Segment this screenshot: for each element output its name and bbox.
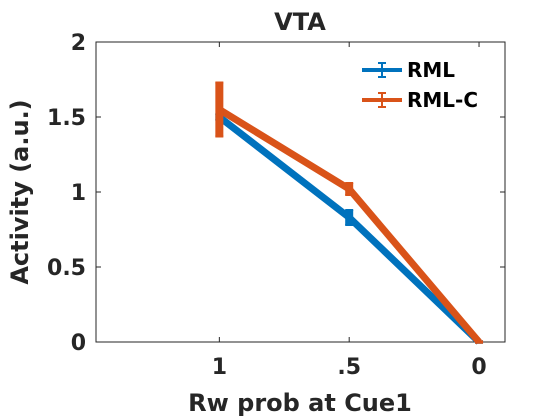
legend-label-rml-c: RML-C	[407, 88, 478, 112]
x-axis: 1.5 0	[212, 42, 487, 380]
y-tick-label: 0.5	[47, 256, 86, 281]
y-tick-label: 0	[71, 331, 86, 356]
legend: RML RML-C	[362, 58, 478, 112]
x-tick-label: 1	[212, 355, 227, 380]
y-tick-label: 1.5	[47, 106, 86, 131]
x-axis-label: Rw prob at Cue1	[188, 389, 412, 417]
y-tick-label: 2	[71, 31, 86, 56]
y-axis-label: Activity (a.u.)	[6, 99, 34, 284]
legend-label-rml: RML	[407, 58, 455, 82]
legend-item-rml: RML	[362, 58, 455, 82]
y-axis: 0 0.5 1 1.5 2	[47, 31, 505, 356]
x-tick-label: .5	[337, 355, 361, 380]
series-layer	[215, 81, 484, 345]
x-tick-label: 0	[471, 355, 486, 380]
series-line-rml	[217, 114, 482, 345]
chart-title: VTA	[274, 8, 326, 36]
legend-item-rml-c: RML-C	[362, 88, 478, 112]
y-tick-label: 1	[71, 181, 86, 206]
